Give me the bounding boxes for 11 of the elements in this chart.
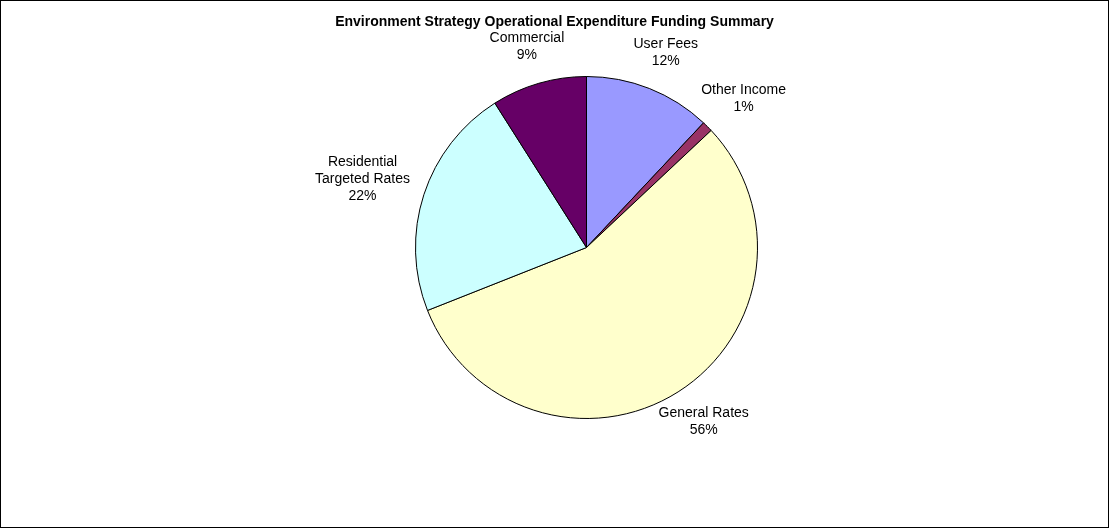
chart-title: Environment Strategy Operational Expenditure Funding Summary [335, 12, 775, 29]
slice-label: User Fees [633, 34, 699, 51]
slice-label: Commercial [489, 28, 565, 45]
slice-label: Residential Targeted Rates [315, 152, 410, 186]
data-label: 1% [733, 98, 754, 115]
data-label: 22% [348, 186, 377, 203]
data-label: 12% [651, 51, 680, 68]
slice-label: Other Income [701, 81, 787, 98]
data-label: 56% [689, 420, 718, 437]
data-label: 9% [516, 45, 538, 62]
slice-label: General Rates [658, 403, 749, 420]
